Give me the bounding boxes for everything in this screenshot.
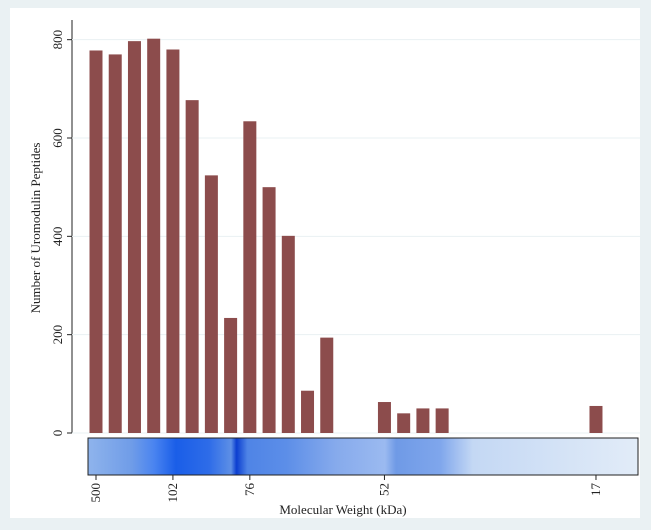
y-tick-label: 800	[50, 30, 65, 50]
x-tick-label: 500	[88, 483, 103, 503]
bar	[378, 402, 391, 433]
bar	[436, 408, 449, 433]
bar	[320, 338, 333, 433]
bar	[186, 100, 199, 433]
bar	[147, 39, 160, 433]
bar	[416, 408, 429, 433]
y-tick-label: 0	[50, 430, 65, 437]
bar	[166, 50, 179, 434]
x-tick-label: 102	[165, 483, 180, 503]
x-tick-label: 52	[376, 483, 391, 496]
bar	[109, 54, 122, 433]
bar	[282, 236, 295, 433]
bar	[224, 318, 237, 433]
x-tick-label: 76	[242, 483, 257, 497]
bar	[263, 187, 276, 433]
x-axis-title: Molecular Weight (kDa)	[279, 502, 406, 517]
bar	[301, 391, 314, 433]
bar	[128, 41, 141, 433]
x-tick-label: 17	[588, 483, 603, 497]
y-axis-title: Number of Uromodulin Peptides	[28, 143, 43, 314]
bar	[397, 413, 410, 433]
y-tick-label: 600	[50, 128, 65, 148]
bar	[243, 121, 256, 433]
bar	[589, 406, 602, 433]
bar	[205, 175, 218, 433]
gel-image	[88, 438, 638, 475]
y-tick-label: 200	[50, 325, 65, 345]
chart: Number of Uromodulin Peptides Molecular …	[0, 0, 651, 525]
bar	[90, 50, 103, 433]
y-tick-label: 400	[50, 227, 65, 247]
